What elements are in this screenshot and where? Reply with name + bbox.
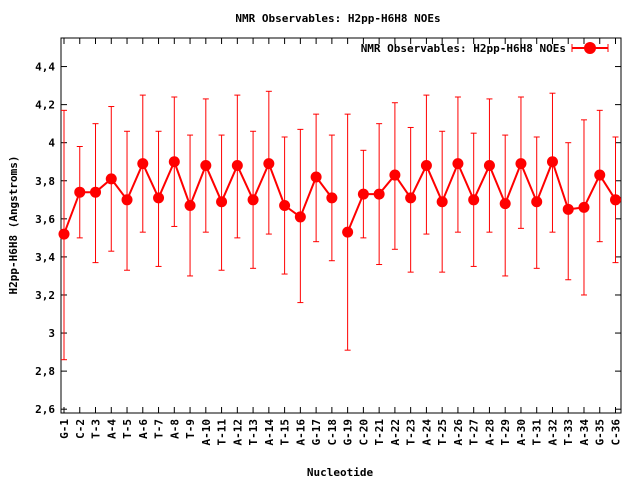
data-point	[153, 192, 165, 204]
data-point	[546, 156, 558, 168]
x-tick-label: T-7	[153, 419, 166, 439]
data-point	[231, 160, 243, 172]
x-tick-label: C-18	[326, 419, 339, 446]
x-tick-label: T-33	[562, 419, 575, 446]
x-tick-label: A-26	[452, 419, 465, 446]
y-tick-labels: 2,6 2,8 3 3,2 3,4 3,6 3,8 4 4,2 4,4	[35, 61, 55, 417]
x-tick-label: A-10	[200, 419, 213, 446]
x-axis-label: Nucleotide	[307, 466, 374, 479]
x-tick-label: A-16	[294, 419, 307, 446]
data-point	[499, 198, 511, 210]
data-point	[436, 196, 448, 208]
series-line	[63, 159, 333, 235]
data-point	[168, 156, 180, 168]
data-point	[610, 194, 621, 206]
x-tick-label: A-30	[515, 419, 528, 446]
y-tick-label: 3,8	[35, 175, 55, 188]
x-tick-labels: G-1 C-2 T-3 A-4 T-5 A-6 T-7 A-8 T-9 A-10 T-11 A-12 T…	[58, 419, 623, 446]
error-bars	[61, 90, 619, 361]
data-point	[200, 160, 212, 172]
data-point	[279, 200, 291, 212]
data-point	[452, 158, 464, 170]
data-point	[420, 160, 432, 172]
data-point	[294, 211, 306, 223]
x-tick-label: G-19	[342, 419, 355, 446]
y-tick-label: 4,2	[35, 99, 55, 112]
legend-label: NMR Observables: H2pp-H6H8 NOEs	[361, 42, 566, 55]
x-tick-label: G-35	[594, 419, 607, 446]
chart-title: NMR Observables: H2pp-H6H8 NOEs	[235, 12, 440, 25]
legend-marker	[584, 42, 596, 54]
x-tick-label: A-14	[263, 419, 276, 446]
data-points	[58, 156, 621, 240]
data-point	[594, 169, 606, 181]
y-axis-label: H2pp-H6H8 (Angstroms)	[7, 155, 20, 294]
data-point	[562, 203, 574, 215]
x-tick-label: T-23	[405, 419, 418, 446]
x-tick-label: T-31	[531, 419, 544, 446]
data-point	[137, 158, 149, 170]
x-tick-label: A-32	[546, 419, 559, 446]
x-tick-label: G-1	[58, 419, 71, 439]
y-tick-label: 3,2	[35, 289, 55, 302]
y-tick-label: 4,4	[35, 61, 55, 74]
data-point	[105, 173, 117, 185]
plot-frame	[60, 37, 622, 414]
data-point	[373, 188, 385, 200]
y-tick-label: 3,6	[35, 213, 55, 226]
x-tick-label: A-24	[420, 419, 433, 446]
x-tick-label: A-34	[578, 419, 591, 446]
x-tick-label: T-11	[216, 419, 229, 446]
x-tick-label: A-6	[137, 419, 150, 439]
data-point	[247, 194, 259, 206]
x-tick-label: T-21	[373, 419, 386, 446]
data-point	[90, 186, 102, 198]
x-tick-label: C-20	[357, 419, 370, 446]
data-point	[468, 194, 480, 206]
data-point	[342, 226, 354, 238]
x-tick-label: G-17	[310, 419, 323, 446]
data-point	[216, 196, 228, 208]
data-point	[74, 186, 86, 198]
data-point	[405, 192, 417, 204]
x-tick-label: A-22	[389, 419, 402, 446]
data-point	[58, 228, 70, 240]
data-point	[326, 192, 338, 204]
x-tick-label: T-25	[436, 419, 449, 446]
data-point	[531, 196, 543, 208]
data-point	[263, 158, 275, 170]
x-tick-label: T-3	[90, 419, 103, 439]
data-point	[310, 171, 322, 183]
x-tick-label: T-5	[121, 419, 134, 439]
data-point	[515, 158, 527, 170]
y-tick-label: 2,8	[35, 365, 55, 378]
series-line	[346, 158, 617, 233]
x-tick-label: T-9	[184, 419, 197, 439]
y-tick-label: 3,4	[35, 251, 55, 264]
x-tick-label: A-28	[483, 419, 496, 446]
data-point	[389, 169, 401, 181]
y-tick-label: 4	[48, 137, 55, 150]
x-tick-label: C-2	[74, 419, 87, 439]
x-tick-label: C-36	[610, 419, 623, 446]
y-tick-label: 2,6	[35, 403, 55, 416]
x-tick-label: A-12	[231, 419, 244, 446]
x-tick-label: T-29	[499, 419, 512, 446]
legend: NMR Observables: H2pp-H6H8 NOEs	[361, 42, 609, 55]
data-point	[578, 201, 590, 213]
x-tick-label: A-8	[168, 419, 181, 439]
x-tick-label: T-13	[247, 419, 260, 446]
data-point	[121, 194, 133, 206]
x-tick-label: T-27	[468, 419, 481, 446]
data-point	[357, 188, 369, 200]
x-tick-label: A-4	[105, 419, 118, 439]
x-tick-label: T-15	[279, 419, 292, 446]
y-tick-label: 3	[48, 327, 55, 340]
data-point	[483, 160, 495, 172]
data-point	[184, 200, 196, 212]
